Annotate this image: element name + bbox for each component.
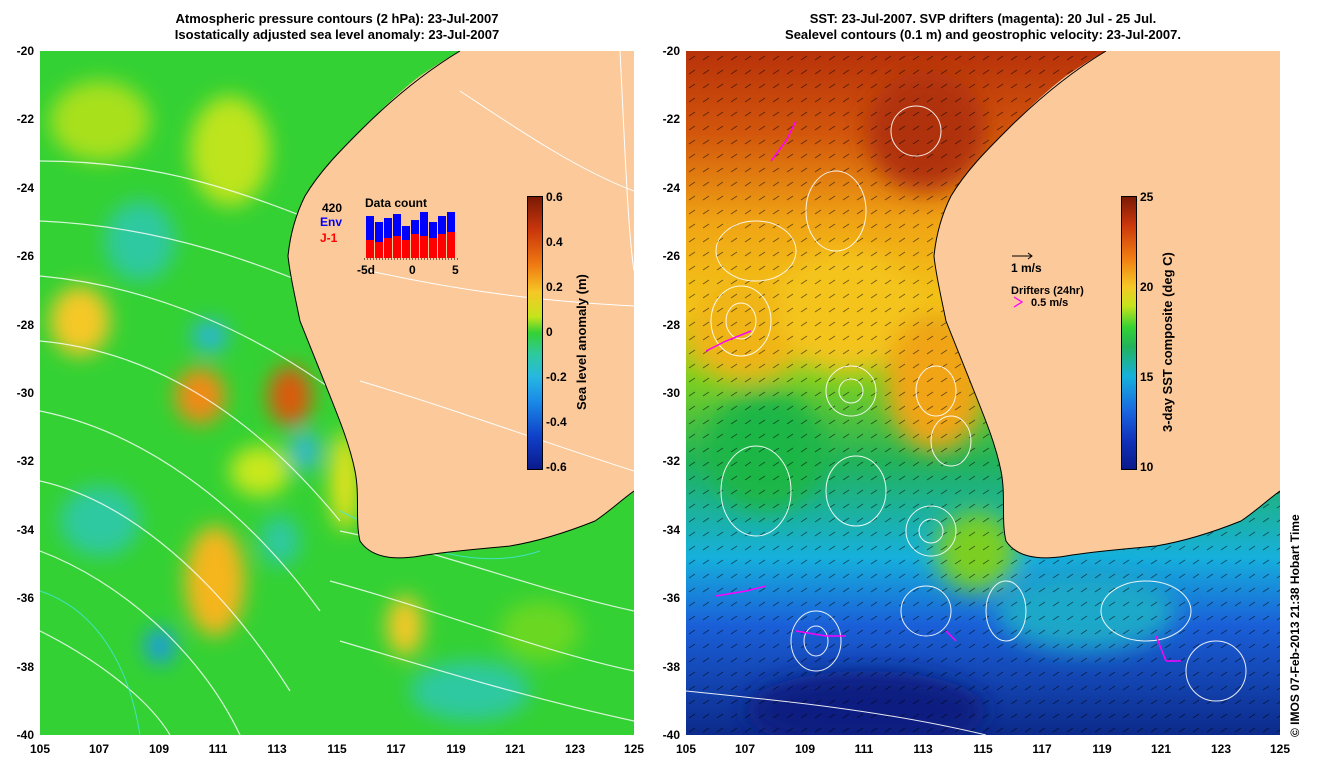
- velocity-scale-label: 1 m/s: [1011, 261, 1042, 275]
- inset-xtick: -5d: [357, 263, 375, 277]
- sla-colorbar-tick: 0.6: [546, 190, 563, 204]
- inset-count: 420: [322, 201, 343, 215]
- drifter-tracks: [705, 120, 1181, 662]
- left-ytick: -40: [16, 728, 34, 742]
- left-ytick: -34: [16, 523, 34, 537]
- left-ytick: -28: [16, 318, 34, 332]
- sealevel-contours: [686, 105, 1247, 735]
- coastline-right: [933, 51, 1280, 559]
- right-xtick: 123: [1210, 742, 1232, 756]
- inset-j1-label: J-1: [320, 231, 338, 245]
- inset-j1-bars: [366, 232, 455, 258]
- credit-text: © IMOS 07-Feb-2013 21:38 Hobart Time: [1288, 514, 1302, 737]
- sst-colorbar-tick: 10: [1140, 460, 1154, 474]
- right-xtick: 119: [1092, 742, 1112, 756]
- left-ytick: -24: [16, 181, 34, 195]
- left-ytick: -38: [16, 660, 34, 674]
- right-ytick: -20: [662, 44, 680, 58]
- left-xtick: 117: [386, 742, 406, 756]
- sst-colorbar-title: 3-day SST composite (deg C): [1160, 252, 1175, 432]
- right-ytick: -40: [662, 728, 680, 742]
- left-xtick: 109: [148, 742, 170, 756]
- sst-colorbar-tick: 25: [1140, 190, 1154, 204]
- right-xtick: 105: [675, 742, 697, 756]
- drifters-label: Drifters (24hr): [1011, 285, 1084, 297]
- sla-colorbar-tick: -0.2: [546, 370, 567, 384]
- right-ytick: -34: [662, 523, 680, 537]
- sla-colorbar: [527, 196, 543, 470]
- right-ytick: -32: [662, 454, 680, 468]
- left-ytick: -32: [16, 454, 34, 468]
- left-xtick: 115: [327, 742, 347, 756]
- velocity-scale-arrow: [1012, 252, 1033, 260]
- land-australia-right: [934, 51, 1280, 558]
- right-xtick: 115: [973, 742, 993, 756]
- right-xtick: 113: [913, 742, 933, 756]
- sla-colorbar-tick: 0.2: [546, 280, 563, 294]
- right-map: [686, 51, 1280, 735]
- inset-title: Data count: [365, 196, 428, 210]
- right-ytick: -24: [662, 181, 680, 195]
- right-ytick: -28: [662, 318, 680, 332]
- drifter-scale-label: 0.5 m/s: [1031, 297, 1069, 309]
- land-contours: [359, 51, 634, 472]
- right-xtick: 109: [794, 742, 816, 756]
- left-ytick: -36: [16, 591, 34, 605]
- inset-xtick: 5: [452, 263, 459, 277]
- sla-colorbar-tick: -0.6: [546, 460, 567, 474]
- right-xtick: 107: [734, 742, 756, 756]
- left-xtick: 107: [88, 742, 110, 756]
- inset-xtick: 0: [409, 263, 416, 277]
- right-panel-title: SST: 23-Jul-2007. SVP drifters (magenta)…: [686, 11, 1280, 43]
- land-australia: [288, 51, 634, 558]
- inset-env-label: Env: [320, 215, 343, 229]
- right-ytick: -30: [662, 386, 680, 400]
- right-ytick: -36: [662, 591, 680, 605]
- sla-colorbar-tick: -0.4: [546, 415, 567, 429]
- right-xtick: 121: [1150, 742, 1172, 756]
- left-xtick: 111: [208, 742, 228, 756]
- left-xtick: 119: [446, 742, 466, 756]
- sst-colorbar: [1121, 196, 1137, 470]
- sla-colorbar-title: Sea level anomaly (m): [574, 274, 589, 410]
- right-xtick: 125: [1269, 742, 1291, 756]
- sst-colorbar-tick: 15: [1140, 370, 1154, 384]
- coastline: [287, 51, 634, 559]
- left-map: [40, 51, 634, 735]
- left-xtick: 121: [504, 742, 526, 756]
- left-panel-title: Atmospheric pressure contours (2 hPa): 2…: [40, 11, 634, 43]
- right-ytick: -26: [662, 249, 680, 263]
- left-title-line1: Atmospheric pressure contours (2 hPa): 2…: [175, 11, 499, 26]
- left-ytick: -26: [16, 249, 34, 263]
- right-title-line2: Sealevel contours (0.1 m) and geostrophi…: [785, 27, 1181, 42]
- sla-colorbar-tick: 0.4: [546, 235, 563, 249]
- left-xtick: 113: [267, 742, 287, 756]
- inset-bar-chart: [364, 212, 458, 260]
- sst-colorbar-tick: 20: [1140, 280, 1154, 294]
- drifter-scale-arrow: [1013, 296, 1024, 308]
- sla-colorbar-tick: 0: [546, 325, 553, 339]
- right-xtick: 117: [1032, 742, 1052, 756]
- left-ytick: -20: [16, 44, 34, 58]
- pressure-contours: [40, 160, 634, 735]
- left-ytick: -22: [16, 112, 34, 126]
- right-title-line1: SST: 23-Jul-2007. SVP drifters (magenta)…: [809, 11, 1157, 26]
- right-ytick: -38: [662, 660, 680, 674]
- left-ytick: -30: [16, 386, 34, 400]
- right-xtick: 111: [854, 742, 874, 756]
- sla-anomaly-field: [50, 81, 580, 721]
- left-xtick: 125: [623, 742, 645, 756]
- left-xtick: 123: [564, 742, 586, 756]
- left-title-line2: Isostatically adjusted sea level anomaly…: [174, 27, 500, 42]
- right-ytick: -22: [662, 112, 680, 126]
- left-xtick: 105: [29, 742, 51, 756]
